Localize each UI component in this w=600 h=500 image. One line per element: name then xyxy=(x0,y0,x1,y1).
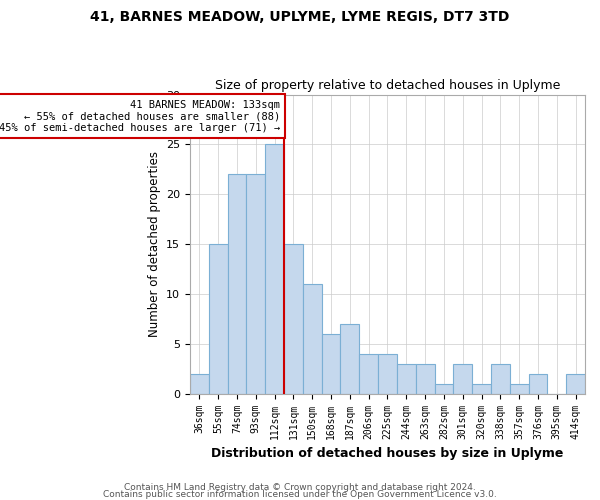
Bar xyxy=(397,364,416,394)
Text: Contains public sector information licensed under the Open Government Licence v3: Contains public sector information licen… xyxy=(103,490,497,499)
Bar xyxy=(529,374,547,394)
Bar xyxy=(434,384,454,394)
Bar xyxy=(227,174,247,394)
Y-axis label: Number of detached properties: Number of detached properties xyxy=(148,151,161,337)
Bar xyxy=(472,384,491,394)
Bar xyxy=(566,374,585,394)
X-axis label: Distribution of detached houses by size in Uplyme: Distribution of detached houses by size … xyxy=(211,447,563,460)
Text: 41 BARNES MEADOW: 133sqm
← 55% of detached houses are smaller (88)
45% of semi-d: 41 BARNES MEADOW: 133sqm ← 55% of detach… xyxy=(0,100,280,132)
Bar xyxy=(340,324,359,394)
Bar xyxy=(209,244,227,394)
Bar xyxy=(359,354,378,394)
Bar xyxy=(491,364,510,394)
Text: 41, BARNES MEADOW, UPLYME, LYME REGIS, DT7 3TD: 41, BARNES MEADOW, UPLYME, LYME REGIS, D… xyxy=(91,10,509,24)
Text: Contains HM Land Registry data © Crown copyright and database right 2024.: Contains HM Land Registry data © Crown c… xyxy=(124,484,476,492)
Bar xyxy=(416,364,434,394)
Bar xyxy=(247,174,265,394)
Bar xyxy=(303,284,322,394)
Bar xyxy=(510,384,529,394)
Bar xyxy=(454,364,472,394)
Bar xyxy=(265,144,284,394)
Title: Size of property relative to detached houses in Uplyme: Size of property relative to detached ho… xyxy=(215,79,560,92)
Bar xyxy=(322,334,340,394)
Bar xyxy=(378,354,397,394)
Bar xyxy=(190,374,209,394)
Bar xyxy=(284,244,303,394)
